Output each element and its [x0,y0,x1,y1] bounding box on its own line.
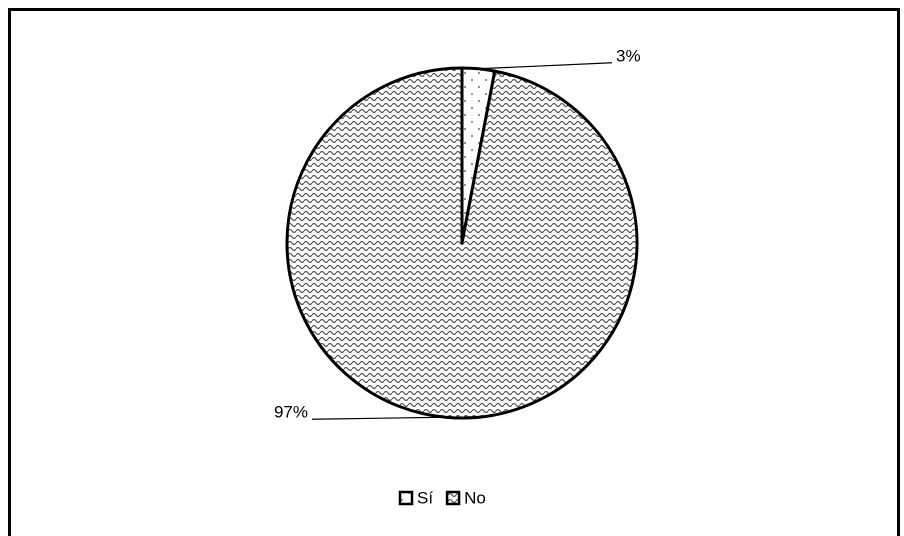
legend-marker [398,490,414,506]
leader-line [478,62,613,70]
legend-label: Sí [417,488,433,507]
data-label: 97% [274,403,308,422]
pie-slice [285,66,639,420]
leader-line [311,416,446,420]
data-label: 3% [616,46,641,65]
legend-label: No [464,488,486,507]
legend-marker [445,490,461,506]
